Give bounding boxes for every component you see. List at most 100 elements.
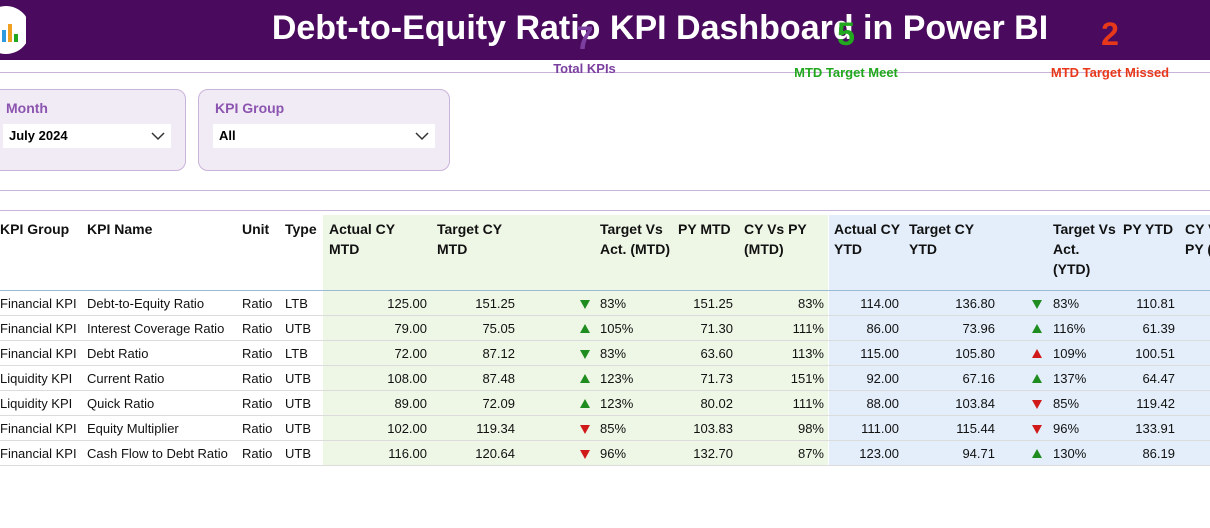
table-cell: 96%	[600, 446, 627, 461]
status-arrow	[1032, 324, 1042, 333]
table-cell: Ratio	[242, 446, 273, 461]
table-cell: 73.96	[962, 321, 995, 336]
status-arrow	[580, 300, 590, 309]
column-header: CY Vs PY (YTD)	[1185, 221, 1210, 257]
table-cell: UTB	[285, 321, 311, 336]
table-cell: LTB	[285, 296, 308, 311]
table-cell: 100.51	[1135, 346, 1175, 361]
table-cell: Financial KPI	[0, 296, 77, 311]
slicer-label: Month	[6, 100, 48, 116]
slicer-value: All	[219, 128, 236, 143]
table-cell: Equity Multiplier	[87, 421, 179, 436]
status-arrow	[580, 350, 590, 359]
month-slicer[interactable]: Month July 2024	[0, 89, 186, 171]
column-header: Actual CY MTD	[329, 221, 395, 257]
table-cell: 96%	[1053, 421, 1080, 436]
table-cell: 63.60	[700, 346, 733, 361]
table-cell: UTB	[285, 396, 311, 411]
table-cell: 71.73	[700, 371, 733, 386]
table-cell: 105.80	[955, 346, 995, 361]
table-cell: 111%	[792, 321, 824, 336]
table-cell: Ratio	[242, 321, 273, 336]
row-rule	[0, 415, 1210, 416]
card-value: 5	[837, 16, 855, 52]
table-cell: 115.44	[956, 421, 995, 436]
status-arrow	[1032, 400, 1042, 409]
table-cell: 109%	[1053, 346, 1087, 361]
status-arrow	[580, 374, 590, 383]
table-cell: 130%	[1053, 446, 1087, 461]
table-cell: 123%	[600, 396, 634, 411]
table-cell: 83%	[600, 346, 627, 361]
card-label: Total KPIs	[553, 61, 616, 76]
row-rule	[0, 390, 1210, 391]
table-cell: 111%	[792, 396, 824, 411]
table-cell: 120.64	[475, 446, 515, 461]
table-cell: 83%	[1053, 296, 1080, 311]
row-rule	[0, 465, 1210, 466]
table-cell: 71.30	[700, 321, 733, 336]
divider	[0, 210, 1210, 211]
column-header: Type	[285, 221, 317, 237]
table-cell: 151.25	[475, 296, 515, 311]
table-cell: 61.39	[1142, 321, 1175, 336]
table-cell: 103.84	[955, 396, 995, 411]
table-cell: 111.00	[861, 421, 899, 436]
slicer-dropdown[interactable]: July 2024	[3, 124, 171, 148]
table-cell: 116%	[1053, 321, 1086, 336]
status-arrow	[1032, 425, 1042, 434]
table-cell: 98%	[797, 421, 824, 436]
status-arrow	[1032, 349, 1042, 358]
table-cell: Quick Ratio	[87, 396, 155, 411]
table-cell: 92.00	[866, 371, 899, 386]
status-arrow	[580, 425, 590, 434]
status-arrow	[580, 399, 590, 408]
dropdown-chevron	[415, 132, 429, 141]
table-cell: UTB	[285, 446, 311, 461]
table-cell: 79.00	[394, 321, 427, 336]
header-bar	[0, 0, 1210, 60]
divider	[0, 190, 1210, 191]
column-header: PY YTD	[1123, 221, 1174, 237]
card-label: MTD Target Meet	[794, 65, 898, 80]
row-rule	[0, 365, 1210, 366]
table-cell: 114.00	[860, 296, 899, 311]
column-header: PY MTD	[678, 221, 731, 237]
table-cell: 132.70	[693, 446, 733, 461]
table-cell: Ratio	[242, 421, 273, 436]
table-cell: 102.00	[387, 421, 427, 436]
logo	[0, 6, 26, 54]
table-cell: 75.05	[482, 321, 515, 336]
table-cell: 136.80	[955, 296, 995, 311]
table-cell: 85%	[600, 421, 627, 436]
column-header: KPI Group	[0, 221, 70, 237]
column-header: Unit	[242, 221, 270, 237]
table-cell: 105%	[600, 321, 634, 336]
table-cell: 89.00	[394, 396, 427, 411]
table-cell: 151.25	[693, 296, 733, 311]
status-arrow	[580, 324, 590, 333]
table-cell: Debt-to-Equity Ratio	[87, 296, 205, 311]
table-cell: Current Ratio	[87, 371, 165, 386]
column-header: Target CY YTD	[909, 221, 974, 257]
kpi-group-slicer[interactable]: KPI Group All	[198, 89, 450, 171]
table-cell: 125.00	[387, 296, 427, 311]
table-cell: 94.71	[962, 446, 995, 461]
card-label: MTD Target Missed	[1050, 65, 1170, 80]
slicer-dropdown[interactable]: All	[213, 124, 435, 148]
dropdown-chevron	[151, 132, 165, 141]
divider	[0, 72, 1210, 73]
table-cell: 119.42	[1136, 396, 1175, 411]
table-cell: 86.19	[1142, 446, 1175, 461]
table-cell: UTB	[285, 421, 311, 436]
row-rule	[0, 315, 1210, 316]
status-arrow	[1032, 374, 1042, 383]
table-cell: 119.34	[476, 421, 515, 436]
column-header: Target CY MTD	[437, 221, 502, 257]
table-cell: Ratio	[242, 396, 273, 411]
table-cell: 108.00	[387, 371, 427, 386]
table-cell: Financial KPI	[0, 346, 77, 361]
slicer-value: July 2024	[9, 128, 68, 143]
status-arrow	[580, 450, 590, 459]
